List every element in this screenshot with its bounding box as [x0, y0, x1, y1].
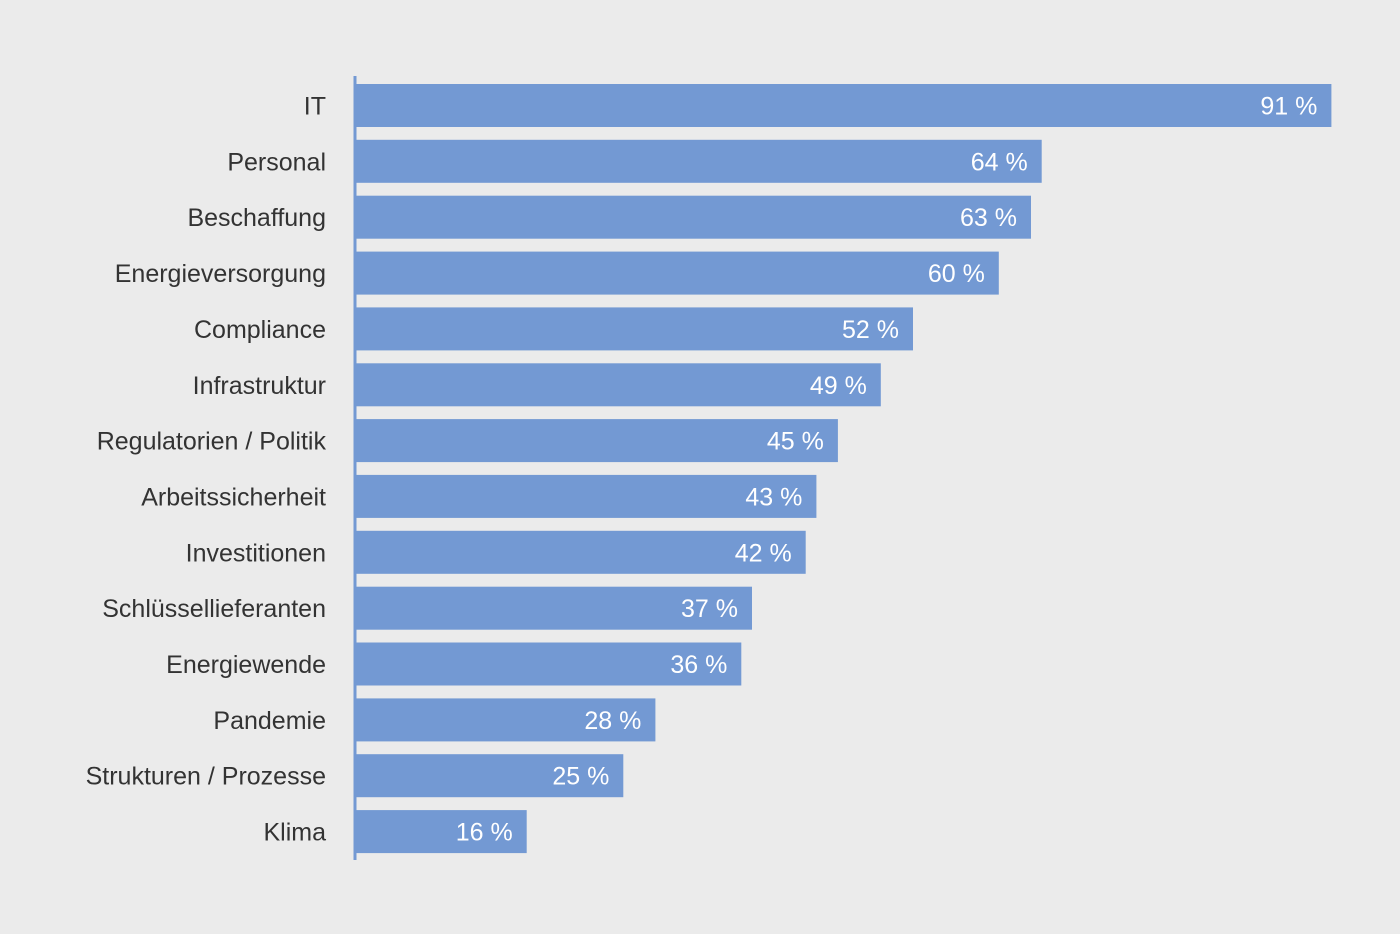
bar: [355, 754, 624, 798]
bar-value-label: 28 %: [584, 707, 641, 735]
bar-value-label: 64 %: [971, 148, 1028, 176]
category-label: IT: [304, 93, 326, 121]
bar-value-label: 91 %: [1260, 93, 1317, 121]
bar: [355, 586, 752, 630]
bar: [355, 698, 656, 742]
bar: [355, 810, 527, 854]
bar-value-label: 49 %: [810, 372, 867, 400]
bar-value-label: 60 %: [928, 260, 985, 288]
category-label: Energiewende: [166, 651, 326, 679]
category-label: Klima: [263, 819, 326, 847]
bar-value-label: 52 %: [842, 316, 899, 344]
category-label: Investitionen: [186, 539, 326, 567]
category-label: Beschaffung: [187, 204, 326, 232]
bar: [355, 195, 1031, 239]
bars-layer: 91 % 64 % 63 % 60 % 52 % 49 % 45 % 43 % 42 % 37 %…: [355, 84, 1332, 854]
category-label: Schlüssellieferanten: [102, 595, 326, 623]
bar: [355, 530, 806, 574]
bar-value-label: 45 %: [767, 428, 824, 456]
bar: [355, 84, 1332, 127]
bar: [355, 419, 838, 463]
category-label: Personal: [227, 148, 326, 176]
bar: [355, 139, 1042, 183]
bar: [355, 307, 913, 351]
category-label: Infrastruktur: [193, 372, 326, 400]
bar-value-label: 42 %: [735, 539, 792, 567]
bar-value-label: 36 %: [670, 651, 727, 679]
bar-value-label: 63 %: [960, 204, 1017, 232]
category-labels-layer: IT Personal Beschaffung Energieversorgung Co…: [86, 93, 327, 847]
category-label: Energieversorgung: [115, 260, 326, 288]
category-label: Compliance: [194, 316, 326, 344]
bar: [355, 642, 742, 686]
bar: [355, 363, 881, 407]
category-label: Strukturen / Prozesse: [86, 763, 326, 791]
bar-value-label: 25 %: [552, 763, 609, 791]
bar-value-label: 43 %: [745, 483, 802, 511]
category-label: Regulatorien / Politik: [97, 428, 327, 456]
category-label: Arbeitssicherheit: [141, 483, 326, 511]
category-label: Pandemie: [213, 707, 326, 735]
bar: [355, 251, 999, 295]
bar-value-label: 37 %: [681, 595, 738, 623]
bar: [355, 474, 817, 518]
bar-value-label: 16 %: [456, 819, 513, 847]
